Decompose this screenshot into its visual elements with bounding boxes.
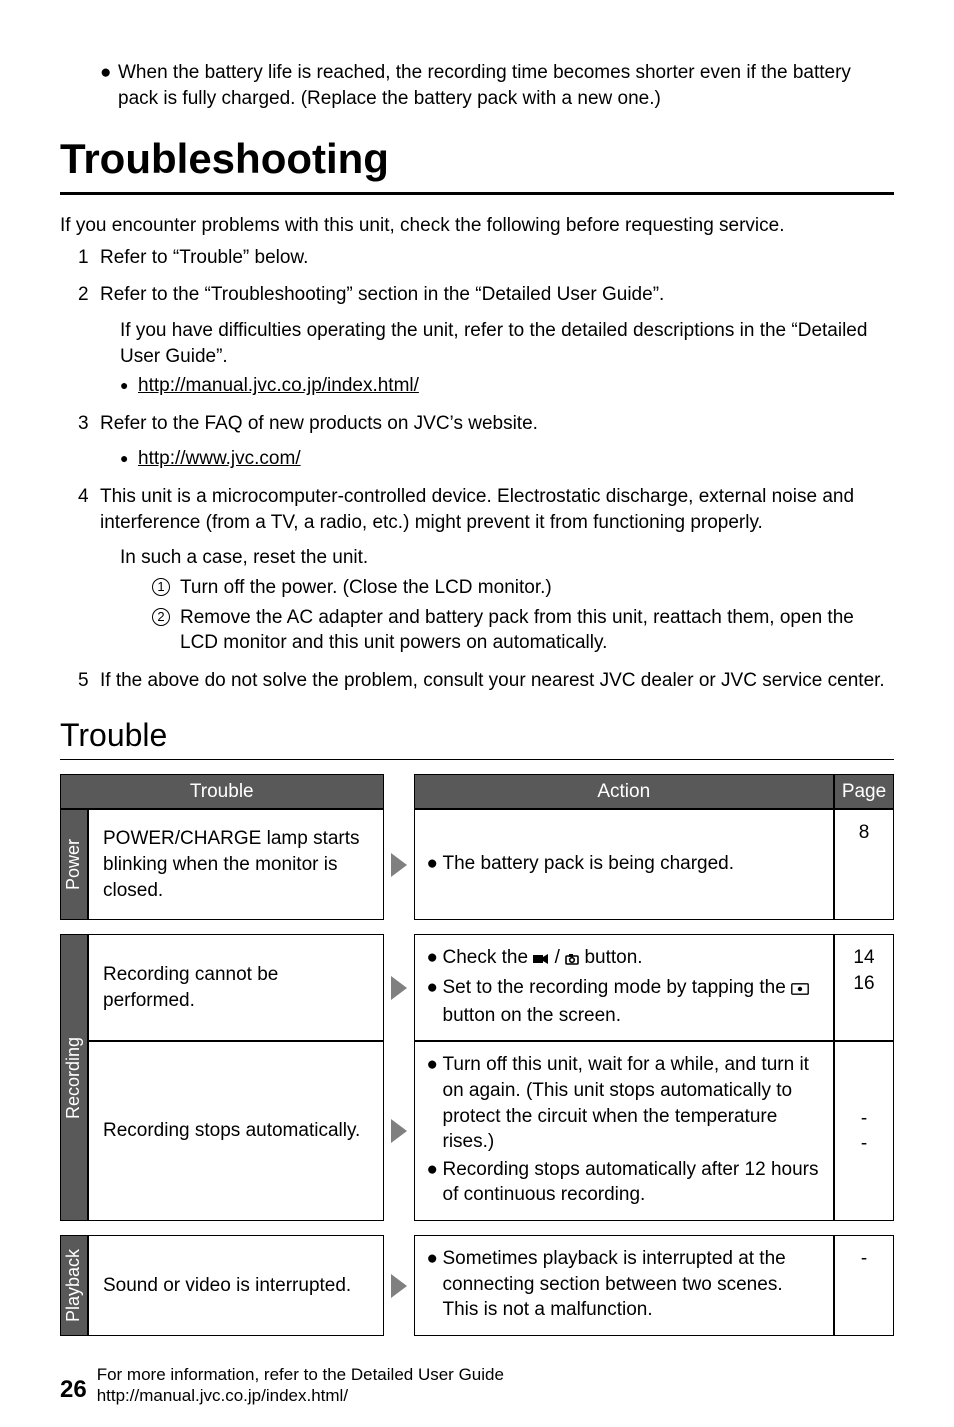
step-1: 1Refer to “Trouble” below. — [100, 245, 894, 271]
page-number: 26 — [60, 1374, 87, 1406]
step-2: 2Refer to the “Troubleshooting” section … — [100, 282, 894, 399]
bullet-dot: ● — [120, 373, 138, 399]
bullet-dot: ● — [100, 60, 118, 111]
trouble-table: Trouble Action Page Power POWER/CHARGE l… — [60, 774, 894, 1336]
footer-line1: For more information, refer to the Detai… — [97, 1364, 504, 1385]
trouble-cell: Recording cannot be performed. — [88, 934, 384, 1041]
step-4: 4This unit is a microcomputer-controlled… — [100, 484, 894, 656]
category-playback: Playback — [60, 1235, 88, 1336]
substep-2: 2 Remove the AC adapter and battery pack… — [152, 605, 894, 656]
substep-1: 1 Turn off the power. (Close the LCD mon… — [152, 575, 894, 601]
table-header-row: Trouble Action Page — [60, 774, 894, 810]
arrow-icon — [384, 1041, 414, 1221]
arrow-icon — [384, 809, 414, 920]
action-cell: ●The battery pack is being charged. — [414, 809, 835, 920]
page-cell: - - — [834, 1041, 894, 1221]
battery-note: ● When the battery life is reached, the … — [60, 60, 894, 111]
category-recording: Recording — [60, 934, 88, 1221]
page-cell: 8 — [834, 809, 894, 920]
step-text: Refer to “Trouble” below. — [100, 245, 890, 271]
trouble-cell: Sound or video is interrupted. — [88, 1235, 384, 1336]
step-num: 2 — [78, 282, 100, 308]
page-title: Troubleshooting — [60, 131, 894, 195]
step-5: 5If the above do not solve the problem, … — [100, 668, 894, 694]
step-num: 1 — [78, 245, 100, 271]
step-text: This unit is a microcomputer-controlled … — [100, 484, 890, 535]
footer-link: http://manual.jvc.co.jp/index.html/ — [97, 1385, 504, 1406]
action-cell: ●Turn off this unit, wait for a while, a… — [414, 1041, 835, 1221]
table-row: Playback Sound or video is interrupted. … — [60, 1235, 894, 1336]
page-cell: 14 16 — [834, 934, 894, 1041]
jvc-link[interactable]: http://www.jvc.com/ — [138, 446, 301, 472]
table-row: Recording Recording cannot be performed.… — [60, 934, 894, 1041]
trouble-cell: Recording stops automatically. — [88, 1041, 384, 1221]
trouble-cell: POWER/CHARGE lamp starts blinking when t… — [88, 809, 384, 920]
step-2-subtext: If you have difficulties operating the u… — [120, 318, 894, 369]
page-header: Page — [834, 774, 894, 810]
page-cell: - — [834, 1235, 894, 1336]
step-4-subtext: In such a case, reset the unit. — [120, 545, 894, 571]
bullet-dot: ● — [120, 446, 138, 472]
action-cell: ●Check the / button. ●Set to the recordi… — [414, 934, 835, 1041]
table-row: Recording stops automatically. ●Turn off… — [60, 1041, 894, 1221]
step-num: 3 — [78, 411, 100, 437]
manual-link[interactable]: http://manual.jvc.co.jp/index.html/ — [138, 373, 419, 399]
trouble-header: Trouble — [60, 774, 384, 810]
intro-text: If you encounter problems with this unit… — [60, 213, 894, 239]
battery-note-text: When the battery life is reached, the re… — [118, 60, 894, 111]
category-power: Power — [60, 809, 88, 920]
step-num: 4 — [78, 484, 100, 510]
step-num: 5 — [78, 668, 100, 694]
action-cell: ●Sometimes playback is interrupted at th… — [414, 1235, 835, 1336]
circled-2-icon: 2 — [152, 605, 180, 656]
arrow-icon — [384, 934, 414, 1041]
trouble-heading: Trouble — [60, 714, 894, 760]
page-footer: 26 For more information, refer to the De… — [60, 1364, 894, 1407]
substep-2-text: Remove the AC adapter and battery pack f… — [180, 605, 894, 656]
action-header: Action — [414, 774, 835, 810]
step-3: 3Refer to the FAQ of new products on JVC… — [100, 411, 894, 472]
step-text: Refer to the FAQ of new products on JVC’… — [100, 411, 890, 437]
step-text: If the above do not solve the problem, c… — [100, 668, 890, 694]
steps-list: 1Refer to “Trouble” below. 2Refer to the… — [60, 245, 894, 694]
substep-1-text: Turn off the power. (Close the LCD monit… — [180, 575, 552, 601]
table-row: Power POWER/CHARGE lamp starts blinking … — [60, 809, 894, 920]
circled-1-icon: 1 — [152, 575, 180, 601]
arrow-icon — [384, 1235, 414, 1336]
step-text: Refer to the “Troubleshooting” section i… — [100, 282, 890, 308]
